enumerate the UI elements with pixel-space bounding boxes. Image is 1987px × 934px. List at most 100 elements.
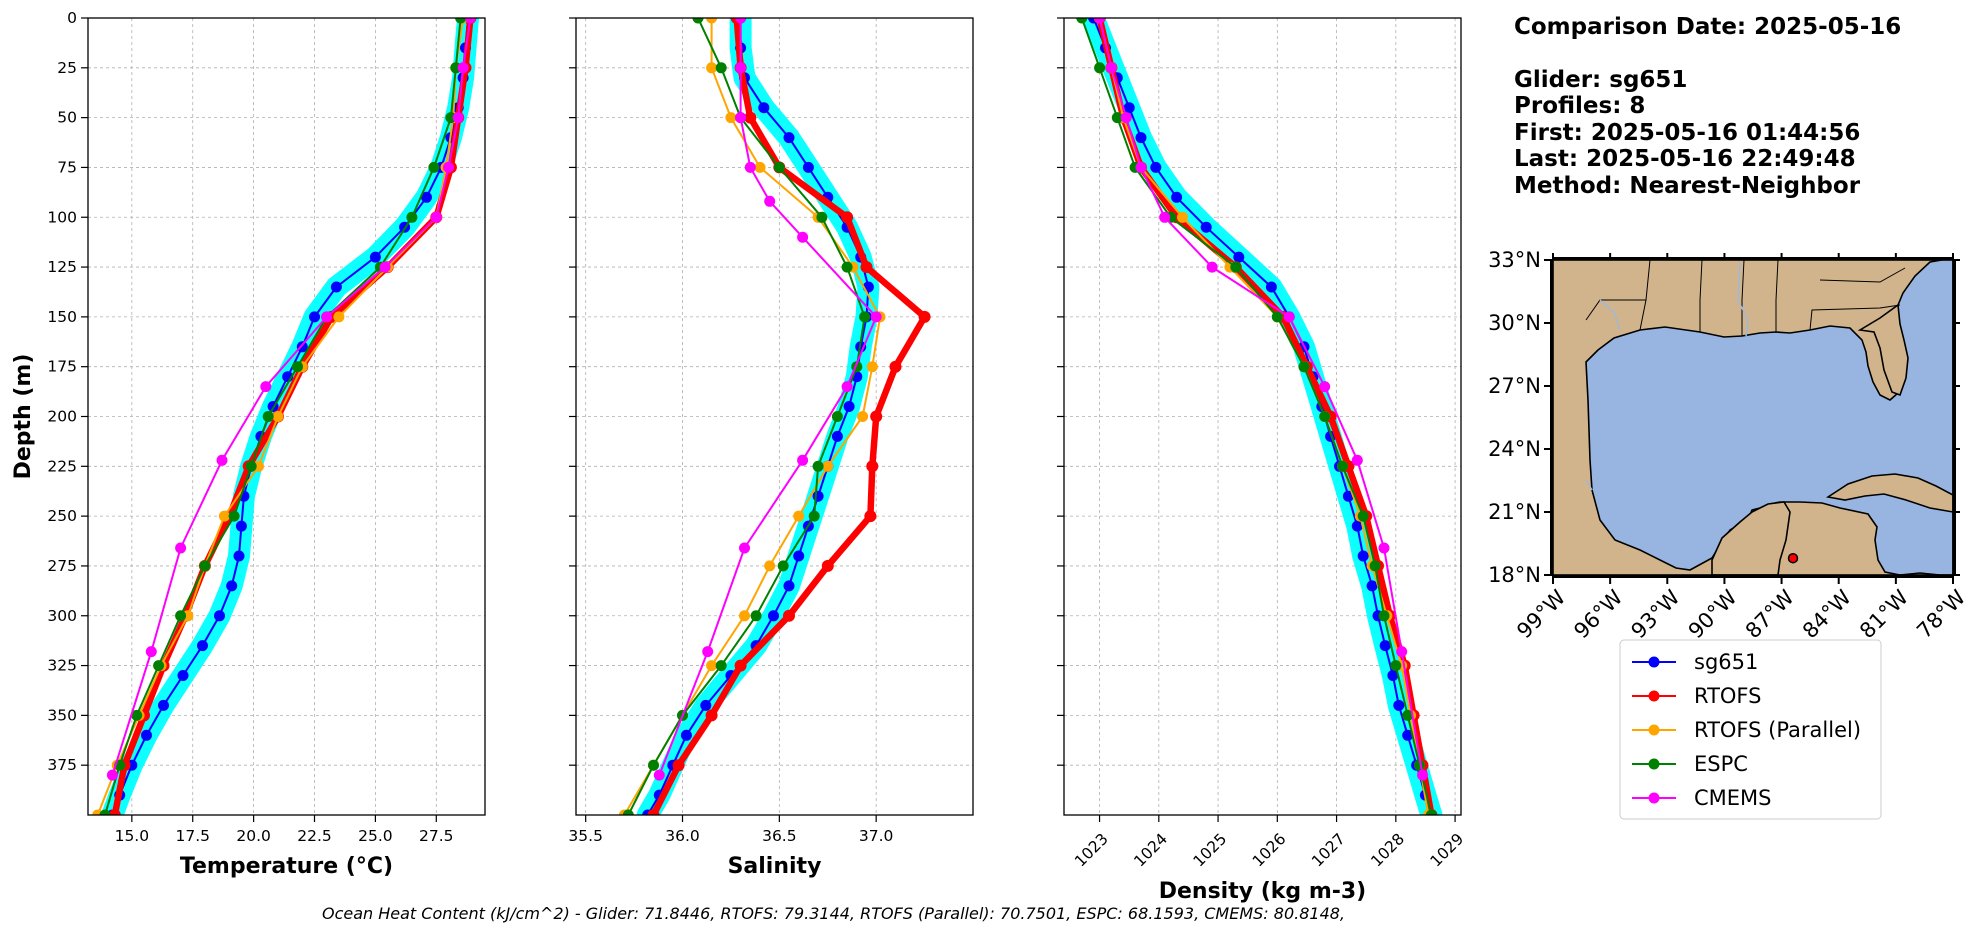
series-espc-point: [245, 460, 257, 472]
series-rtofs-point: [864, 510, 877, 523]
x-axis-label: Density (kg m-3): [1159, 879, 1367, 904]
series-sg651-point: [197, 640, 208, 652]
series-espc-point: [1111, 112, 1123, 124]
series-espc-point: [1271, 311, 1283, 323]
series-sg651-point: [1135, 132, 1147, 144]
series-espc-point: [1402, 709, 1414, 721]
series-espc-point: [262, 411, 274, 422]
y-tick-label: 200: [47, 408, 77, 426]
x-tick-label: 1023: [1071, 830, 1112, 871]
y-tick-label: 75: [57, 158, 77, 176]
map-lon-label: 96°W: [1569, 585, 1627, 643]
map-lon-label: 93°W: [1626, 585, 1684, 643]
x-tick-label: 1025: [1190, 830, 1231, 871]
series-espc-point: [773, 161, 785, 173]
first-profile-time: First: 2025-05-16 01:44:56: [1514, 119, 1861, 146]
series-cmems-line: [658, 18, 878, 776]
series-sg651-point: [700, 699, 712, 711]
x-tick-label: 1024: [1130, 830, 1171, 871]
series-rtofs-parallel--point: [739, 610, 750, 622]
y-tick-label: 275: [47, 557, 77, 575]
series-espc-point: [131, 709, 143, 721]
y-tick-label: 225: [47, 457, 77, 475]
series-rtofs-parallel--point: [866, 361, 878, 373]
series-sg651-point: [793, 550, 805, 562]
legend-rtofs-swatch-marker: [1648, 690, 1660, 702]
series-rtofs-parallel--point: [218, 510, 230, 522]
map-lat-label: 18°N: [1488, 563, 1541, 587]
series-rtofs-parallel--point: [272, 411, 284, 422]
x-tick-label: 17.5: [175, 827, 210, 845]
series-sg651-point: [421, 191, 432, 203]
series-cmems-point: [1378, 542, 1390, 554]
gulf-of-mexico-map: 33°N 30°N 27°N 24°N 21°N 18°N99°W 96°W 93°W 90°W…: [1488, 248, 1970, 643]
series-sg651-point: [1200, 221, 1212, 233]
series-sg651-point: [758, 102, 770, 114]
series-cmems-point: [841, 381, 853, 393]
series-rtofs-point: [744, 111, 757, 124]
series-espc-point: [622, 809, 634, 815]
series-cmems-point: [653, 769, 665, 781]
series-sg651-point: [1351, 520, 1363, 532]
series-cmems-point: [1206, 261, 1218, 273]
series-rtofs-parallel--point: [764, 560, 776, 572]
series-cmems-point: [106, 769, 118, 781]
x-tick-label: 27.5: [419, 827, 454, 845]
map-lon-label: 78°W: [1912, 585, 1970, 643]
series-cmems-point: [1135, 161, 1147, 173]
rivers: [1585, 261, 1749, 491]
x-tick-label: 37.0: [859, 827, 894, 845]
series-cmems-point: [1159, 211, 1171, 223]
series-sg651-point: [1171, 191, 1183, 203]
legend-rtofs-label: RTOFS: [1694, 684, 1761, 708]
series-sg651-point: [1123, 102, 1135, 114]
series-espc-point: [1369, 560, 1381, 572]
map-lat-label: 30°N: [1488, 311, 1541, 335]
map-lat-label: 24°N: [1488, 437, 1541, 461]
series-sg651-point: [843, 401, 855, 412]
method: Method: Nearest-Neighbor: [1514, 172, 1861, 199]
y-tick-label: 350: [47, 706, 77, 724]
x-tick-label: 36.0: [665, 827, 700, 845]
legend-sg651-label: sg651: [1694, 650, 1758, 674]
y-tick-label: 175: [47, 358, 77, 376]
series-rtofs-point: [860, 261, 873, 274]
map-lat-label: 27°N: [1488, 374, 1541, 398]
series-sg651-point: [158, 699, 169, 711]
series-rtofs-parallel--point: [1177, 211, 1188, 223]
glider-name: Glider: sg651: [1514, 66, 1688, 93]
series-espc-point: [175, 610, 187, 622]
map-lat-label: 21°N: [1488, 500, 1541, 524]
y-tick-label: 300: [47, 607, 77, 625]
series-sg651-point: [177, 670, 189, 681]
y-tick-label: 25: [57, 59, 77, 77]
y-tick-label: 375: [47, 756, 77, 774]
panel-2: 35.5 36.0 36.5 37.0 Salinity: [568, 17, 974, 879]
series-espc-point: [715, 660, 727, 672]
series-sg651-point: [235, 520, 247, 532]
series-espc-point: [812, 460, 824, 472]
series-rtofs-point: [108, 809, 121, 815]
series-cmems-point: [744, 161, 756, 173]
comparison-date: Comparison Date: 2025-05-16: [1514, 14, 1902, 40]
series-cmems-point: [145, 646, 157, 658]
series-rtofs-point: [870, 410, 883, 423]
series-sg651-point: [1387, 670, 1399, 681]
series-espc-point: [648, 759, 659, 771]
series-espc-point: [1337, 460, 1348, 472]
map-lon-label: 81°W: [1855, 585, 1913, 643]
series-sg651-point: [1150, 161, 1162, 173]
legend-rtofs-parallel--label: RTOFS (Parallel): [1694, 718, 1861, 742]
series-espc-point: [777, 560, 789, 572]
x-tick-label: 1029: [1427, 830, 1468, 871]
series-cmems-point: [1396, 646, 1408, 658]
panel-frame: [575, 17, 974, 816]
legend-cmems-swatch-marker: [1648, 792, 1660, 804]
series-sg651-point: [1265, 281, 1277, 293]
series-cmems-point: [1094, 18, 1106, 24]
legend-espc-swatch-marker: [1648, 758, 1660, 770]
series-espc-point: [1319, 411, 1331, 422]
series-sg651-point: [1402, 729, 1414, 741]
series-espc-point: [1390, 660, 1402, 672]
series-rtofs-point: [647, 809, 660, 815]
